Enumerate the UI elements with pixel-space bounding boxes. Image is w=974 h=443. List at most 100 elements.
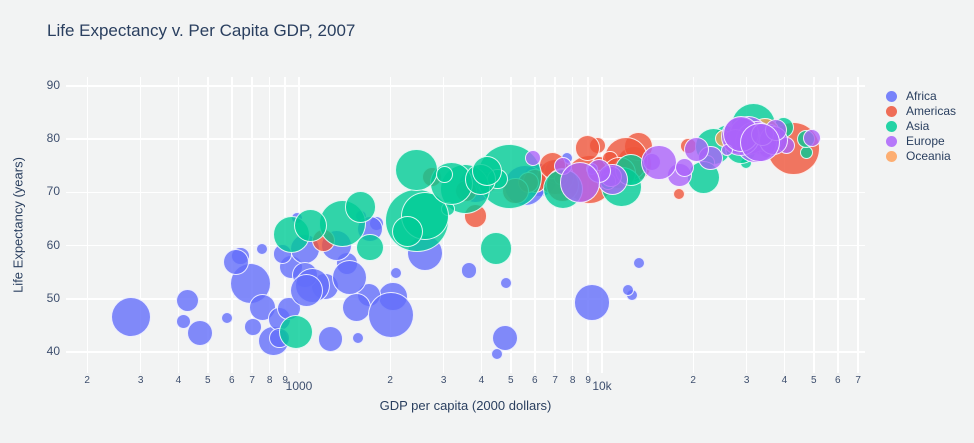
bubble[interactable]	[492, 324, 519, 351]
bubble[interactable]	[740, 122, 780, 163]
bubble[interactable]	[479, 231, 513, 265]
bubble[interactable]	[289, 274, 323, 308]
x-gridline	[268, 77, 271, 373]
x-tick-label: 3	[743, 375, 750, 386]
bubble[interactable]	[255, 242, 268, 255]
x-tick-label: 4	[175, 375, 182, 386]
x-gridline	[601, 77, 603, 373]
bubble[interactable]	[460, 262, 477, 279]
x-tick-label: 9	[282, 375, 288, 386]
bubble[interactable]	[674, 157, 694, 178]
bubble[interactable]	[673, 187, 686, 200]
y-axis-title: Life Expectancy (years)	[10, 157, 26, 293]
legend-label: Oceania	[906, 149, 951, 163]
bubble[interactable]	[436, 165, 454, 183]
bubble[interactable]	[186, 320, 213, 347]
bubble[interactable]	[352, 332, 365, 345]
x-tick-label: 8	[266, 375, 273, 386]
bubble[interactable]	[472, 155, 503, 186]
legend-item-europe[interactable]: Europe	[886, 134, 956, 149]
x-tick-label: 5	[811, 375, 817, 386]
bubble[interactable]	[341, 293, 371, 323]
x-tick-label: 6	[835, 375, 841, 386]
legend-label: Asia	[906, 119, 930, 133]
bubble[interactable]	[621, 284, 634, 297]
legend-swatch	[886, 121, 897, 132]
legend-label: Americas	[906, 104, 957, 118]
x-gridline	[692, 77, 694, 373]
y-tick-label: 40	[46, 344, 60, 358]
bubble[interactable]	[389, 267, 402, 280]
bubble[interactable]	[278, 314, 313, 349]
legend-item-americas[interactable]: Americas	[886, 104, 956, 119]
bubble[interactable]	[368, 292, 415, 339]
legend-swatch	[886, 91, 897, 102]
x-tick-label: 4	[478, 375, 485, 386]
bubble[interactable]	[317, 326, 344, 353]
x-gridline	[510, 77, 512, 373]
x-gridline	[813, 77, 815, 373]
legend-label: Europe	[906, 134, 945, 148]
x-tick-label: 1000	[285, 379, 313, 393]
bubble[interactable]	[684, 136, 709, 162]
bubble[interactable]	[222, 248, 250, 276]
x-tick-label: 5	[508, 375, 514, 386]
x-tick-label: 2	[690, 375, 696, 386]
bubble[interactable]	[803, 129, 822, 148]
y-tick-label: 50	[46, 290, 60, 305]
legend-item-asia[interactable]: Asia	[886, 119, 956, 134]
bubble[interactable]	[331, 259, 367, 295]
bubble[interactable]	[559, 162, 601, 204]
bubble[interactable]	[356, 233, 384, 261]
legend-item-africa[interactable]: Africa	[886, 89, 956, 104]
x-gridline	[783, 77, 786, 373]
y-gridline	[66, 244, 865, 247]
legend: Africa Americas Asia Europe Oceania	[886, 89, 956, 164]
x-tick-label: 4	[781, 375, 788, 386]
y-tick-label: 60	[46, 237, 60, 252]
y-tick-label: 80	[46, 131, 60, 146]
x-tick-label: 9	[585, 375, 591, 386]
x-gridline	[554, 77, 556, 373]
x-tick-label: 2	[387, 375, 393, 386]
bubble[interactable]	[110, 297, 151, 338]
bubble[interactable]	[391, 215, 423, 247]
chart-title: Life Expectancy v. Per Capita GDP, 2007	[47, 21, 356, 40]
bubble[interactable]	[344, 191, 376, 223]
x-tick-label: 7	[855, 375, 861, 386]
y-gridline	[66, 138, 865, 140]
x-tick-label: 3	[137, 375, 144, 386]
x-gridline	[251, 77, 253, 373]
bubble[interactable]	[632, 257, 645, 270]
x-gridline	[837, 77, 839, 373]
bubble[interactable]	[244, 318, 262, 336]
x-tick-label: 7	[249, 375, 255, 386]
x-gridline	[139, 77, 142, 373]
bubble[interactable]	[573, 284, 611, 321]
bubble[interactable]	[491, 348, 504, 361]
legend-item-oceania[interactable]: Oceania	[886, 149, 956, 164]
bubble[interactable]	[499, 277, 512, 290]
bubble[interactable]	[249, 294, 277, 322]
x-tick-label: 6	[229, 375, 235, 386]
bubble[interactable]	[176, 289, 200, 313]
bubble[interactable]	[525, 150, 542, 167]
bubble[interactable]	[221, 312, 234, 324]
y-gridline	[66, 85, 865, 87]
bubble[interactable]	[175, 314, 191, 330]
plot-area[interactable]	[66, 77, 865, 373]
x-tick-label: 3	[440, 375, 447, 386]
x-tick-label: 2	[84, 375, 90, 386]
legend-label: Africa	[906, 89, 937, 103]
x-tick-label: 6	[532, 375, 538, 386]
legend-swatch	[886, 151, 897, 162]
x-gridline	[857, 77, 859, 373]
x-tick-label: 5	[205, 375, 211, 386]
bubble[interactable]	[395, 148, 438, 192]
bubble[interactable]	[293, 208, 328, 242]
x-gridline	[587, 77, 589, 373]
x-gridline	[745, 77, 748, 373]
bubble[interactable]	[640, 144, 677, 181]
x-tick-label: 10k	[592, 379, 612, 393]
